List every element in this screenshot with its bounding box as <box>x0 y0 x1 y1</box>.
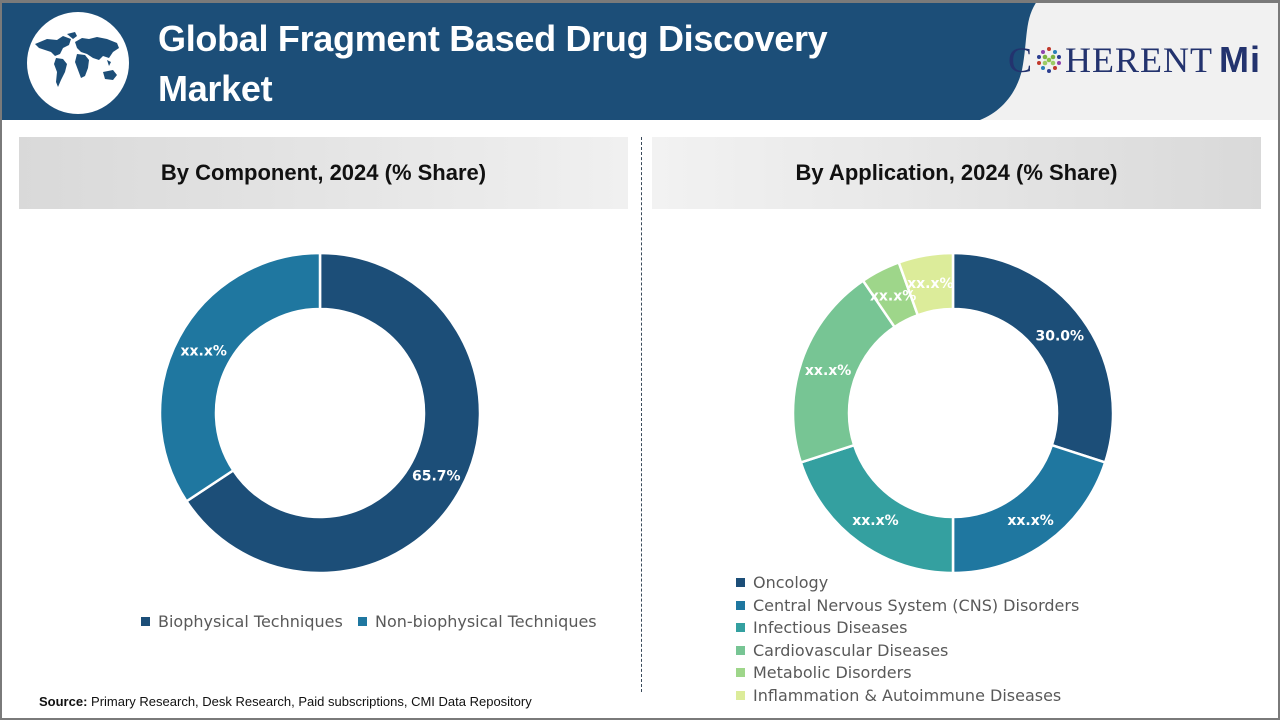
legend-label: Infectious Diseases <box>753 618 908 638</box>
legend-label: Biophysical Techniques <box>158 612 343 631</box>
legend-swatch <box>736 600 745 610</box>
title-line-1: Global Fragment Based Drug Discovery <box>158 18 828 59</box>
legend-swatch <box>736 668 745 678</box>
source-label: Source: <box>39 694 88 709</box>
slice-biophysical-techniques <box>184 251 482 575</box>
data-label-non-biophysical-techniques: xx.x% <box>181 344 227 360</box>
brand-letter-c: C <box>1008 40 1034 80</box>
data-label-oncology: 30.0% <box>1036 328 1085 344</box>
data-label-cardiovascular-diseases: xx.x% <box>805 363 851 379</box>
legend-item-infectious-diseases: Infectious Diseases <box>736 618 907 637</box>
brand-mi: Mi <box>1219 39 1261 80</box>
data-label-metabolic-disorders: xx.x% <box>870 288 916 304</box>
legend-swatch <box>141 617 150 626</box>
component-section-title: By Component, 2024 (% Share) <box>19 137 628 209</box>
brand-wordmark: HERENT <box>1065 40 1213 80</box>
data-label-central-nervous-system-cns-disorders: xx.x% <box>1007 513 1053 529</box>
legend-swatch <box>736 645 745 655</box>
globe-icon <box>27 12 129 114</box>
data-label-biophysical-techniques: 65.7% <box>412 468 461 484</box>
legend-item-cardiovascular-diseases: Cardiovascular Diseases <box>736 641 948 660</box>
legend-label: Inflammation & Autoimmune Diseases <box>753 686 1062 705</box>
legend-swatch <box>358 617 367 626</box>
legend-swatch <box>736 623 745 633</box>
legend-label: Central Nervous System (CNS) Disorders <box>753 595 1080 615</box>
legend-item-central-nervous-system-cns-disorders: Central Nervous System (CNS) Disorders <box>736 596 1079 615</box>
header-banner: Global Fragment Based Drug Discovery Mar… <box>0 0 1280 120</box>
brand-logo: C HERENT Mi <box>1008 39 1261 80</box>
data-label-infectious-diseases: xx.x% <box>852 513 898 529</box>
page-title: Global Fragment Based Drug Discovery Mar… <box>158 14 918 114</box>
legend-swatch <box>736 578 745 587</box>
slice-inflammation-autoimmune-diseases <box>897 251 955 317</box>
source-note: Source: Primary Research, Desk Research,… <box>39 694 532 709</box>
legend-label: Oncology <box>753 573 829 592</box>
title-line-2: Market <box>158 68 273 109</box>
legend-swatch <box>736 691 745 700</box>
legend-item-metabolic-disorders: Metabolic Disorders <box>736 663 912 682</box>
legend-label: Non-biophysical Techniques <box>375 612 597 631</box>
slice-non-biophysical-techniques <box>158 251 322 503</box>
slice-oncology <box>951 251 1115 465</box>
legend-item-biophysical-techniques: Biophysical Techniques <box>141 612 343 631</box>
component-donut-chart: 65.7% xx.x% <box>158 251 482 575</box>
logo-panel <box>980 0 1280 120</box>
data-label-inflammation-autoimmune-diseases: xx.x% <box>907 276 953 292</box>
legend-label: Cardiovascular Diseases <box>753 640 949 660</box>
brand-dots-icon <box>1037 47 1062 73</box>
source-text: Primary Research, Desk Research, Paid su… <box>87 694 532 709</box>
legend-item-oncology: Oncology <box>736 573 828 592</box>
legend-item-inflammation-autoimmune-diseases: Inflammation & Autoimmune Diseases <box>736 686 1061 705</box>
application-donut-chart: 30.0%xx.x%xx.x%xx.x%xx.x%xx.x% <box>791 251 1115 575</box>
application-section-title: By Application, 2024 (% Share) <box>652 137 1261 209</box>
legend-label: Metabolic Disorders <box>753 663 912 683</box>
slice-central-nervous-system-cns-disorders <box>951 443 1107 575</box>
slice-infectious-diseases <box>799 443 955 575</box>
section-divider <box>641 137 642 692</box>
legend-item-non-biophysical-techniques: Non-biophysical Techniques <box>358 612 597 631</box>
